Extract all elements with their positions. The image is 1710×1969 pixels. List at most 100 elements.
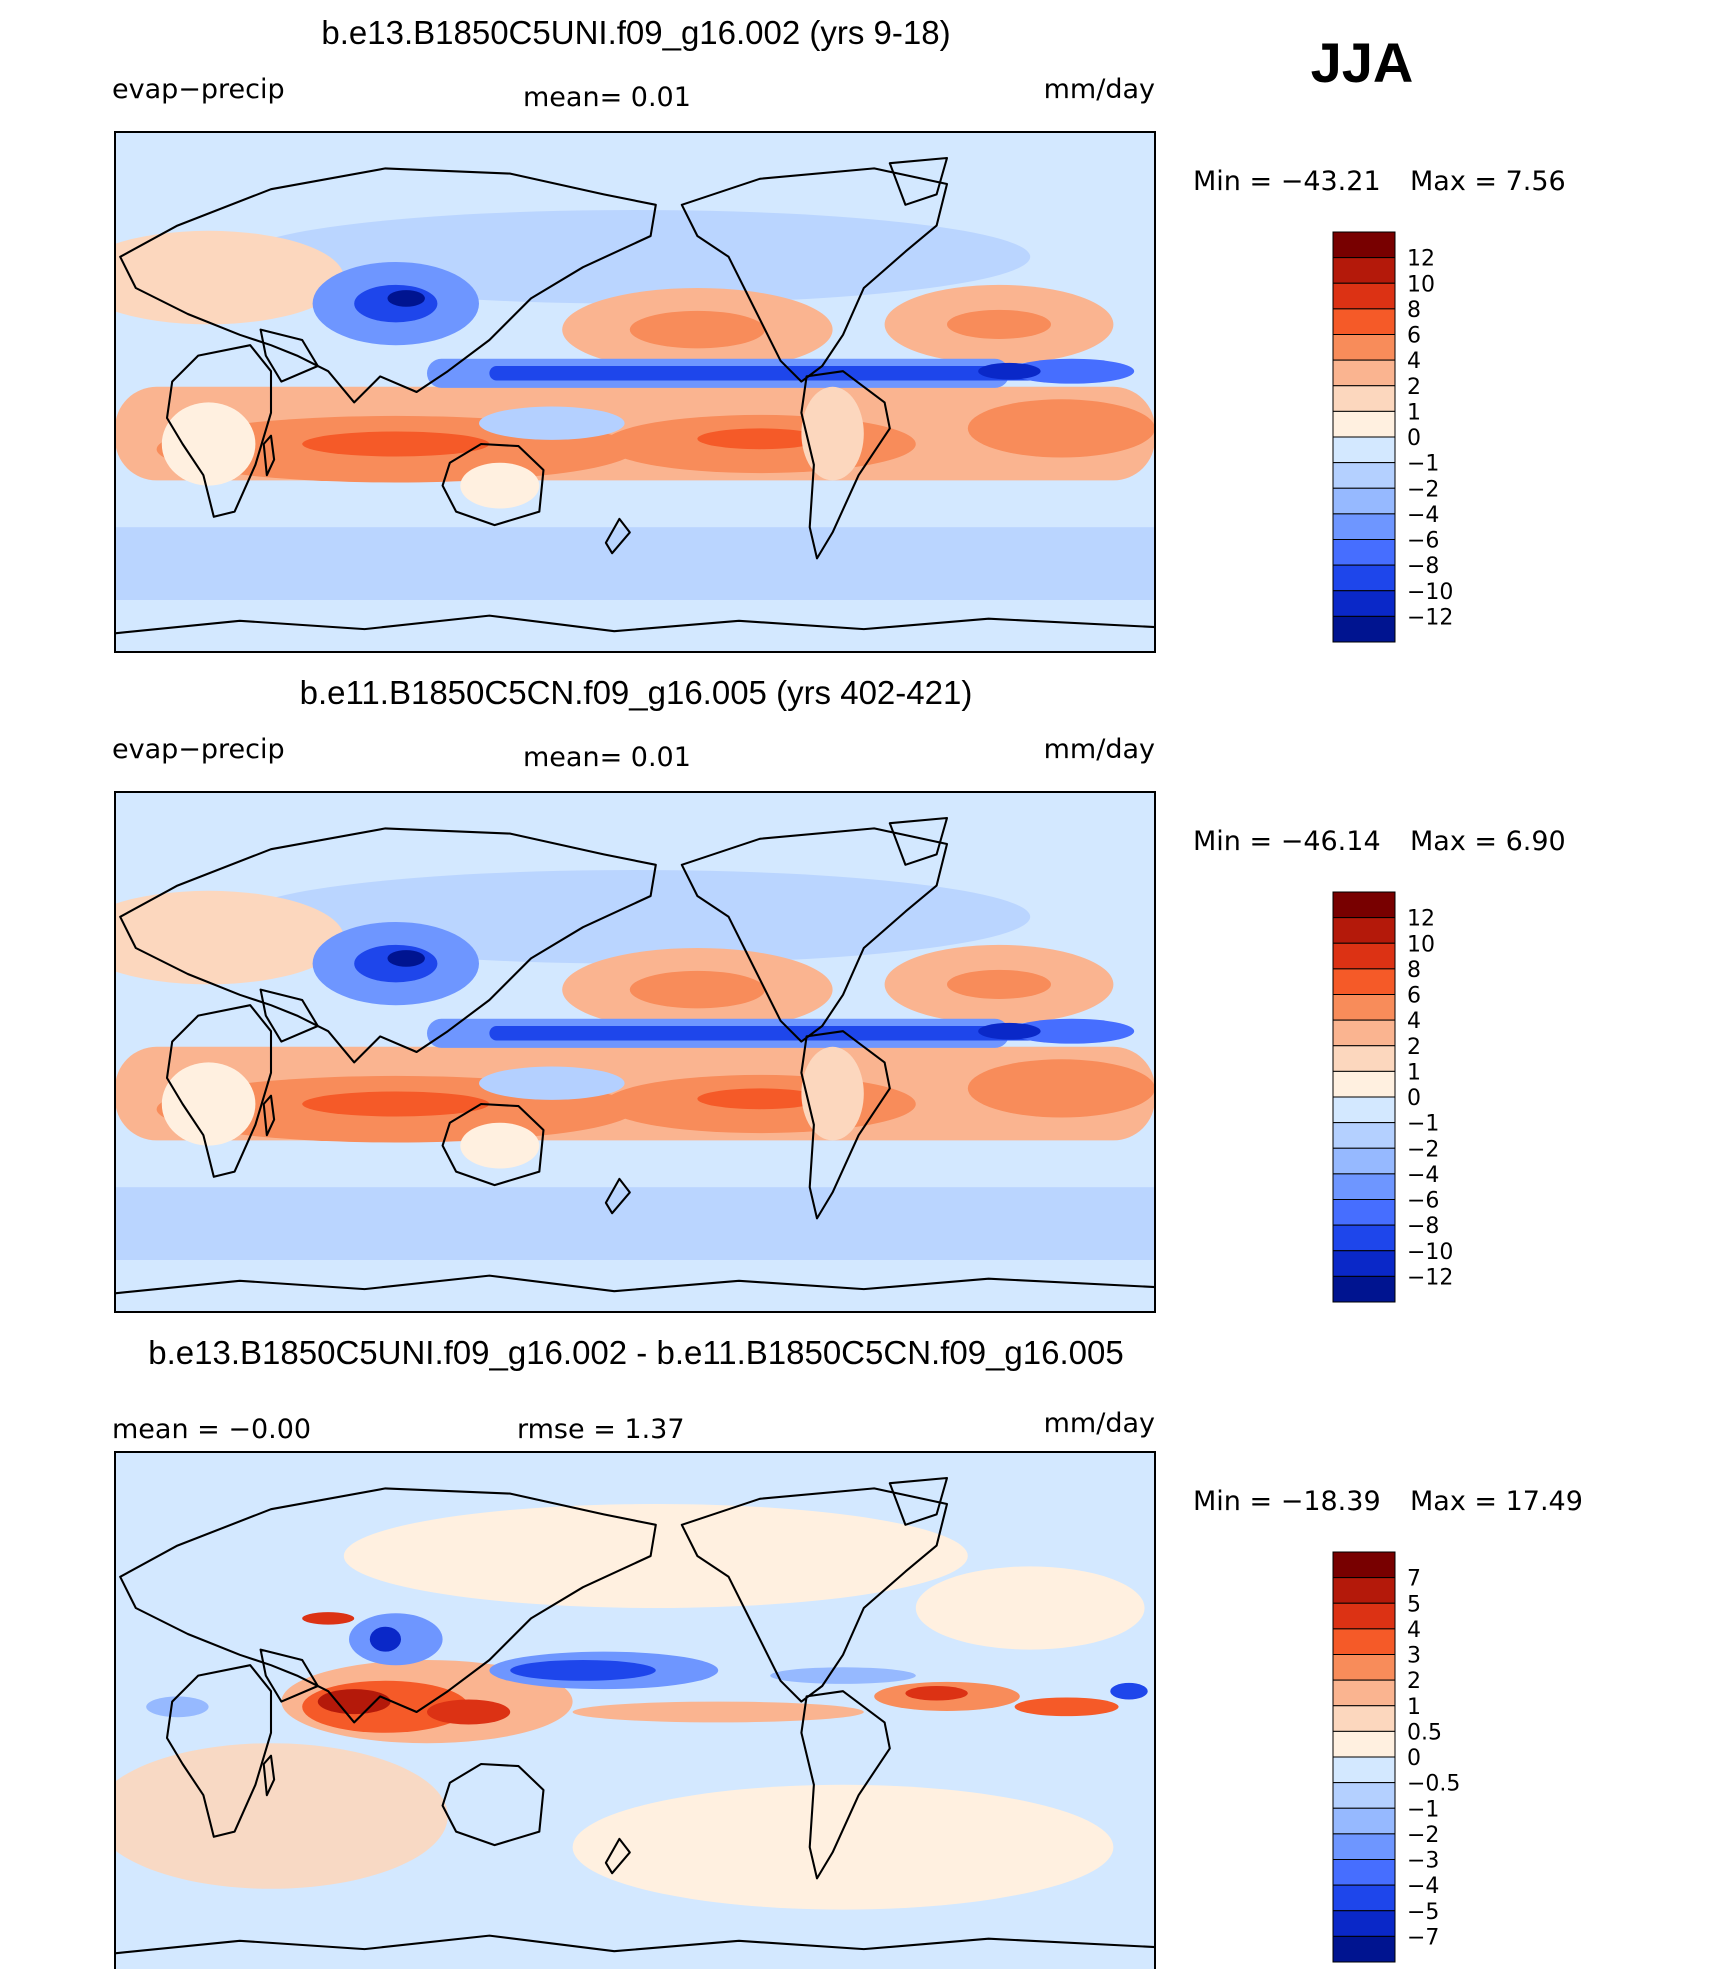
season-label: JJA — [1311, 31, 1414, 94]
colorbar-cell — [1332, 359, 1396, 387]
max-label: Max = 7.56 — [1410, 166, 1566, 197]
colorbar-tick-label: −4 — [1407, 503, 1439, 528]
colorbar-tick-label: 12 — [1407, 907, 1435, 932]
max-label: Max = 17.49 — [1410, 1486, 1583, 1517]
colorbar-cell — [1332, 462, 1396, 489]
colorbar-cell — [1332, 1705, 1396, 1732]
colorbar-cell — [1332, 1730, 1396, 1758]
variable-label: evap−precip — [112, 734, 285, 765]
colorbar-tick-label: 8 — [1407, 298, 1421, 323]
colorbar-tick-label: 1 — [1407, 1695, 1421, 1720]
panel-title: b.e13.B1850C5UNI.f09_g16.002 - b.e11.B18… — [148, 1334, 1123, 1371]
colorbar-tick-label: −12 — [1407, 605, 1453, 630]
colorbar-cell — [1332, 436, 1396, 464]
colorbar-tick-label: 0 — [1407, 1086, 1421, 1111]
colorbar-tick-label: −10 — [1407, 580, 1453, 605]
map-field — [115, 132, 1155, 652]
panel-title: b.e13.B1850C5UNI.f09_g16.002 (yrs 9-18) — [321, 14, 950, 51]
colorbar-cell — [1332, 1224, 1396, 1252]
map-field — [115, 792, 1155, 1312]
min-label: Min = −18.39 — [1193, 1486, 1381, 1517]
units-label: mm/day — [1044, 74, 1155, 105]
variable-label: evap−precip — [112, 74, 285, 105]
min-label: Min = −43.21 — [1193, 166, 1381, 197]
colorbar-cell — [1332, 1019, 1396, 1047]
colorbar-cell — [1332, 1070, 1396, 1098]
colorbar-tick-label: −5 — [1407, 1900, 1439, 1925]
colorbar-tick-label: −2 — [1407, 477, 1439, 502]
colorbar-tick-label: −6 — [1407, 1189, 1439, 1214]
colorbar-tick-label: 10 — [1407, 932, 1435, 957]
colorbar-cell — [1332, 1250, 1396, 1277]
colorbar-cell — [1332, 1602, 1396, 1630]
colorbar-cell — [1332, 1122, 1396, 1149]
colorbar-tick-label: 0.5 — [1407, 1720, 1442, 1745]
colorbar-cell — [1332, 1199, 1396, 1226]
colorbar-cell — [1332, 1551, 1396, 1579]
colorbar-cell — [1332, 1833, 1396, 1860]
units-label: mm/day — [1044, 734, 1155, 765]
map-frame — [114, 791, 1156, 1313]
panel-1: b.e13.B1850C5UNI.f09_g16.002 (yrs 9-18) e… — [112, 14, 1566, 653]
colorbar-tick-label: 2 — [1407, 375, 1421, 400]
colorbar-cell — [1332, 1910, 1396, 1937]
map-field — [115, 1452, 1155, 1969]
colorbar-cell — [1332, 968, 1396, 995]
colorbar-cell — [1332, 539, 1396, 566]
colorbar-tick-label: 1 — [1407, 1060, 1421, 1085]
colorbar-cell — [1332, 994, 1396, 1021]
min-label: Min = −46.14 — [1193, 826, 1381, 857]
max-label: Max = 6.90 — [1410, 826, 1566, 857]
colorbar-tick-label: −2 — [1407, 1823, 1439, 1848]
panel-2: b.e11.B1850C5CN.f09_g16.005 (yrs 402-421… — [112, 674, 1566, 1313]
colorbar-cell — [1332, 1782, 1396, 1809]
colorbar-cell — [1332, 1859, 1396, 1886]
colorbar-tick-label: −10 — [1407, 1240, 1453, 1265]
colorbar-tick-label: 2 — [1407, 1669, 1421, 1694]
colorbar-tick-label: −1 — [1407, 452, 1439, 477]
colorbar-tick-label: −4 — [1407, 1874, 1439, 1899]
colorbar-cell — [1332, 1577, 1396, 1604]
colorbar-tick-label: −6 — [1407, 529, 1439, 554]
colorbar-cell — [1332, 615, 1396, 643]
colorbar-cell — [1332, 410, 1396, 438]
colorbar-tick-label: −2 — [1407, 1137, 1439, 1162]
colorbar-tick-label: −1 — [1407, 1797, 1439, 1822]
colorbar-tick-label: −8 — [1407, 554, 1439, 579]
colorbar-tick-label: 0 — [1407, 426, 1421, 451]
colorbar-cell — [1332, 282, 1396, 310]
colorbar-cell — [1332, 1654, 1396, 1681]
colorbar-tick-label: 4 — [1407, 349, 1421, 374]
mean-label: mean= 0.01 — [523, 742, 691, 773]
colorbar-tick-label: 12 — [1407, 247, 1435, 272]
colorbar-cell — [1332, 564, 1396, 592]
colorbar-cell — [1332, 1884, 1396, 1912]
colorbar-tick-label: 0 — [1407, 1746, 1421, 1771]
colorbar-tick-label: 4 — [1407, 1009, 1421, 1034]
colorbar-tick-label: −3 — [1407, 1849, 1439, 1874]
colorbar-cell — [1332, 1096, 1396, 1124]
panel-3: b.e13.B1850C5UNI.f09_g16.002 - b.e11.B18… — [112, 1334, 1583, 1969]
colorbar-cell — [1332, 334, 1396, 361]
colorbar-cell — [1332, 513, 1396, 540]
colorbar-cell — [1332, 1147, 1396, 1175]
colorbar-cell — [1332, 1628, 1396, 1655]
colorbar-cell — [1332, 1756, 1396, 1784]
colorbar-cell — [1332, 1679, 1396, 1707]
colorbar-cell — [1332, 1045, 1396, 1072]
colorbar-cell — [1332, 1173, 1396, 1200]
colorbar-tick-label: −8 — [1407, 1214, 1439, 1239]
colorbar-cell — [1332, 385, 1396, 412]
mean-label: mean= 0.01 — [523, 82, 691, 113]
colorbar-tick-label: −1 — [1407, 1112, 1439, 1137]
colorbar-cell — [1332, 891, 1396, 919]
colorbar-tick-label: 10 — [1407, 272, 1435, 297]
panel-title: b.e11.B1850C5CN.f09_g16.005 (yrs 402-421… — [300, 674, 973, 711]
mean-label: mean = −0.00 — [112, 1414, 311, 1445]
units-label: mm/day — [1044, 1408, 1155, 1439]
map-frame — [114, 131, 1156, 653]
